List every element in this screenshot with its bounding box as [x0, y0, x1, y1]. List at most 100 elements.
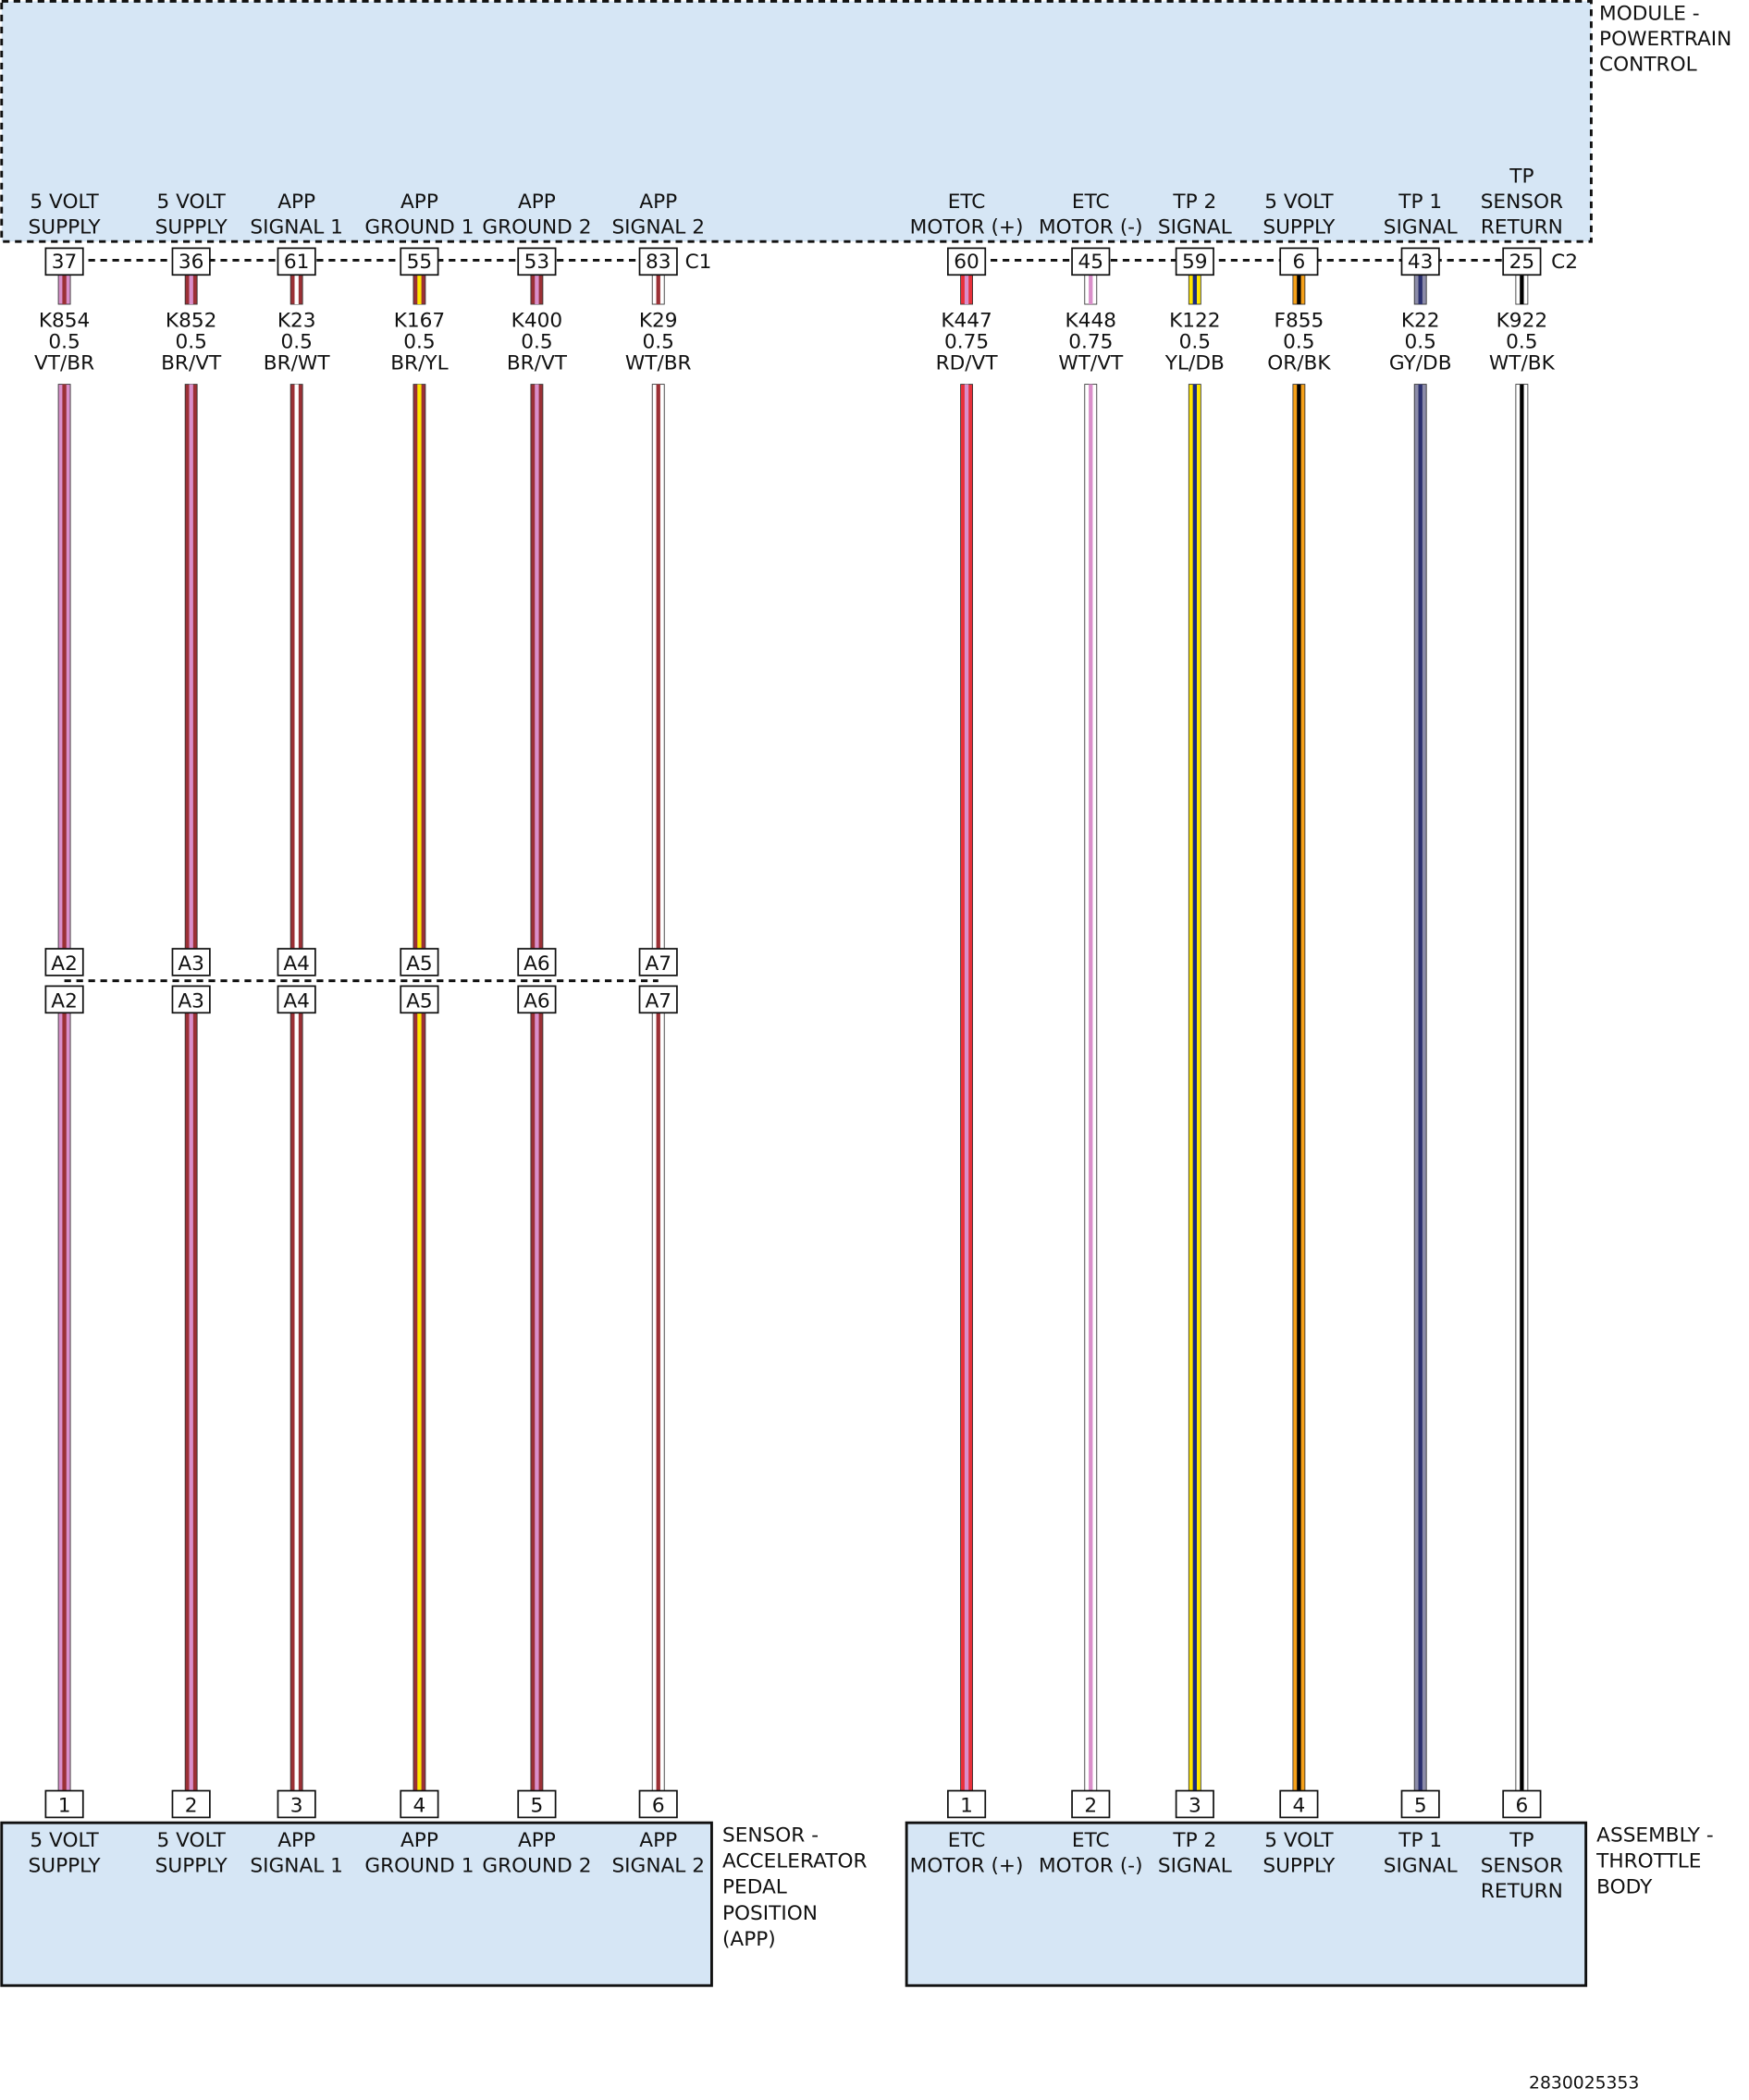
pin-box — [638, 1789, 678, 1819]
inline-pin-box — [44, 985, 84, 1014]
wire-stripe — [189, 273, 193, 305]
pin-number: 1 — [58, 1795, 71, 1818]
wire-stripe — [1089, 273, 1093, 305]
pin-function-label: SENSOR — [1481, 1855, 1563, 1878]
pin-number: 4 — [1293, 1795, 1306, 1818]
wire-stripe — [62, 1013, 67, 1791]
wire-gauge: 0.5 — [403, 331, 435, 354]
wire-color: RD/VT — [936, 352, 999, 375]
pin-function-label: TP 1 — [1398, 1829, 1442, 1852]
inline-pin: A7 — [645, 952, 671, 976]
circuit-number: K852 — [166, 310, 216, 333]
inline-pin: A4 — [283, 952, 310, 976]
wire-stripe — [62, 384, 67, 949]
pin-number: 6 — [652, 1795, 665, 1818]
wire-stripe — [189, 1013, 193, 1791]
pin-function-label: ETC — [1072, 1829, 1110, 1852]
pin-function-label: TP 1 — [1398, 190, 1442, 214]
wire-gauge: 0.75 — [1068, 331, 1113, 354]
circuit-number: K854 — [39, 310, 90, 333]
pin-number: 61 — [284, 251, 310, 274]
pin-number: 1 — [960, 1795, 973, 1818]
pin-box — [947, 247, 987, 276]
wire-color: WT/BK — [1489, 352, 1556, 375]
inline-pin-box — [277, 948, 316, 976]
pin-function-label: APP — [400, 190, 438, 214]
wire-stripe — [1520, 273, 1524, 305]
inline-pin: A2 — [51, 989, 78, 1013]
pin-box — [1400, 1789, 1440, 1819]
figure-id: 2830025353 — [1529, 2073, 1639, 2093]
sensor-box — [0, 1821, 713, 1987]
pin-number: 37 — [52, 251, 78, 274]
wire-stripe — [189, 384, 193, 949]
pin-number: 3 — [1189, 1795, 1201, 1818]
pin-function-label: APP — [277, 1829, 315, 1852]
inline-pin: A5 — [406, 952, 433, 976]
component-label: (APP) — [722, 1928, 776, 1951]
pin-function-label: GROUND 1 — [364, 216, 474, 239]
wire-stripe — [1297, 273, 1301, 305]
pin-box — [44, 247, 84, 276]
wire-color: WT/VT — [1058, 352, 1124, 375]
pin-function-label: APP — [518, 1829, 556, 1852]
inline-pin: A3 — [178, 989, 204, 1013]
pin-number: 6 — [1293, 251, 1306, 274]
wire-stripe — [964, 273, 969, 305]
pin-function-label: ETC — [1072, 190, 1110, 214]
pin-function-label: GROUND 1 — [364, 1855, 474, 1878]
module-label: POWERTRAIN — [1599, 28, 1731, 51]
wire-stripe — [417, 384, 422, 949]
wire-stripe — [656, 1013, 660, 1791]
inline-pin-box — [517, 985, 557, 1014]
wire-stripe — [294, 384, 299, 949]
component-label: PEDAL — [722, 1876, 787, 1899]
pin-function-label: SUPPLY — [1262, 1855, 1336, 1878]
inline-pin: A2 — [51, 952, 78, 976]
component-label: POSITION — [722, 1902, 818, 1925]
pin-box — [1502, 1789, 1542, 1819]
wire-stripe — [1520, 384, 1524, 1791]
component-label: THROTTLE — [1595, 1850, 1701, 1873]
pin-function-label: TP — [1509, 1829, 1533, 1852]
wire-stripe — [656, 273, 660, 305]
pin-function-label: RETURN — [1481, 216, 1563, 239]
pin-function-label: 5 VOLT — [156, 190, 226, 214]
pin-function-label: APP — [518, 190, 556, 214]
pin-function-label: APP — [639, 190, 677, 214]
wire-stripe — [1418, 273, 1423, 305]
inline-pin-box — [400, 985, 439, 1014]
circuit-number: K400 — [511, 310, 562, 333]
pin-box — [517, 247, 557, 276]
wire-gauge: 0.5 — [643, 331, 674, 354]
wire-gauge: 0.5 — [1404, 331, 1435, 354]
pin-box — [1175, 1789, 1214, 1819]
pin-function-label: SIGNAL — [1158, 216, 1232, 239]
wire-stripe — [294, 273, 299, 305]
pin-function-label: APP — [639, 1829, 677, 1852]
pin-number: 5 — [531, 1795, 544, 1818]
pin-function-label: ETC — [948, 1829, 986, 1852]
pin-function-label: MOTOR (+) — [910, 216, 1024, 239]
pin-number: 3 — [290, 1795, 303, 1818]
wire-stripe — [1418, 384, 1423, 1791]
circuit-number: K448 — [1065, 310, 1116, 333]
pin-number: 4 — [413, 1795, 426, 1818]
wire-stripe — [535, 384, 539, 949]
pin-box — [1502, 247, 1542, 276]
pin-function-label: SIGNAL 2 — [611, 216, 705, 239]
circuit-number: K167 — [394, 310, 445, 333]
pin-function-label: RETURN — [1481, 1880, 1563, 1903]
connector-label: C1 — [685, 251, 712, 274]
pin-box — [1400, 247, 1440, 276]
wire-stripe — [417, 1013, 422, 1791]
inline-pin: A7 — [645, 989, 671, 1013]
circuit-number: F855 — [1275, 310, 1324, 333]
pin-box — [44, 1789, 84, 1819]
circuit-number: K122 — [1169, 310, 1220, 333]
pin-function-label: SUPPLY — [155, 1855, 228, 1878]
pin-box — [277, 247, 316, 276]
wire-gauge: 0.5 — [1506, 331, 1537, 354]
wire-stripe — [62, 273, 67, 305]
